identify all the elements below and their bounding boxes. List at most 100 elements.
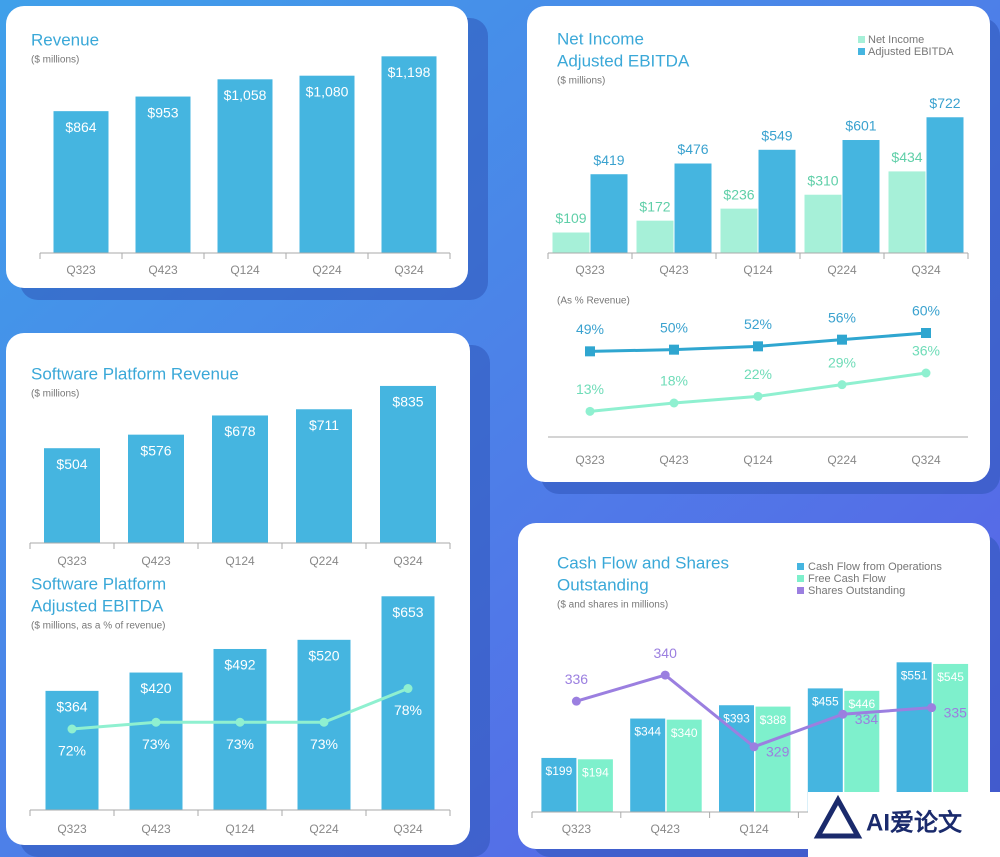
marker — [838, 709, 848, 719]
value-label: 18% — [660, 373, 688, 389]
legend-swatch — [797, 587, 804, 594]
value-label: $172 — [639, 198, 670, 214]
bar — [807, 688, 843, 812]
bar — [212, 415, 268, 543]
chart-title: Software Platform Revenue — [31, 364, 239, 383]
value-label: 56% — [828, 309, 856, 325]
subtitle: ($ millions) — [557, 76, 605, 87]
subtitle: (As % Revenue) — [557, 296, 630, 307]
marker — [585, 346, 595, 357]
x-tick-label: Q423 — [651, 822, 681, 836]
chart-title: Adjusted EBITDA — [557, 51, 690, 70]
value-label: $344 — [634, 725, 661, 739]
bar — [577, 759, 613, 812]
bar — [666, 719, 702, 812]
marker — [571, 696, 581, 706]
chart-title: Net Income — [557, 29, 644, 48]
marker — [837, 380, 847, 390]
bar — [53, 111, 109, 253]
bar — [381, 596, 435, 810]
value-label: 340 — [654, 645, 678, 661]
bar — [217, 79, 273, 253]
x-tick-label: Q224 — [827, 263, 857, 277]
x-tick-label: Q124 — [739, 822, 769, 836]
value-label: 73% — [142, 736, 170, 752]
value-label: 13% — [576, 381, 604, 397]
x-tick-label: Q324 — [394, 263, 424, 277]
marker — [669, 344, 679, 355]
bar — [755, 706, 791, 812]
bar — [135, 96, 191, 253]
subtitle: ($ millions) — [31, 389, 79, 400]
value-label: $1,198 — [388, 64, 431, 80]
x-tick-label: Q224 — [309, 822, 339, 836]
value-label: 52% — [744, 316, 772, 332]
x-tick-label: Q323 — [66, 263, 96, 277]
value-label: $545 — [937, 670, 964, 684]
bar — [44, 448, 100, 543]
value-label: 49% — [576, 321, 604, 337]
x-tick-label: Q224 — [312, 263, 342, 277]
value-label: $236 — [723, 186, 754, 202]
legend-swatch — [858, 48, 865, 55]
x-tick-label: Q324 — [393, 822, 423, 836]
value-label: $1,058 — [224, 87, 267, 103]
watermark-logo — [813, 794, 863, 839]
legend-swatch — [797, 563, 804, 570]
subtitle: ($ millions, as a % of revenue) — [31, 621, 166, 632]
chart-title: Software Platform — [31, 574, 166, 593]
x-tick-label: Q124 — [225, 554, 255, 568]
value-label: 78% — [394, 702, 422, 718]
value-label: $953 — [147, 104, 178, 120]
marker — [669, 398, 679, 408]
x-tick-label: Q323 — [57, 554, 87, 568]
value-label: $420 — [140, 680, 171, 696]
bar — [758, 149, 796, 253]
bar — [842, 140, 880, 253]
chart-title: Revenue — [31, 30, 99, 49]
bar — [299, 75, 355, 253]
bar — [296, 409, 352, 543]
legend-label: Shares Outstanding — [808, 585, 905, 597]
x-tick-label: Q324 — [911, 263, 941, 277]
bar — [926, 117, 964, 253]
subtitle: ($ and shares in millions) — [557, 600, 668, 611]
marker — [927, 703, 937, 713]
value-label: $109 — [555, 210, 586, 226]
marker — [319, 717, 329, 727]
value-label: 73% — [226, 736, 254, 752]
value-label: $835 — [392, 394, 423, 410]
x-tick-label: Q423 — [659, 263, 689, 277]
value-label: 329 — [766, 744, 790, 760]
bar — [213, 648, 267, 810]
chart-title: Adjusted EBITDA — [31, 596, 164, 615]
legend-label: Net Income — [868, 34, 924, 46]
marker — [235, 717, 245, 727]
x-tick-label: Q323 — [57, 822, 87, 836]
value-label: $340 — [671, 726, 698, 740]
value-label: 50% — [660, 319, 688, 335]
x-tick-label: Q324 — [911, 453, 941, 467]
value-label: $864 — [65, 119, 96, 135]
value-label: 335 — [944, 704, 968, 720]
marker — [921, 368, 931, 378]
value-label: $388 — [760, 713, 787, 727]
x-tick-label: Q124 — [743, 263, 773, 277]
bar — [636, 220, 674, 253]
chart-title: Outstanding — [557, 575, 649, 594]
value-label: $476 — [677, 141, 708, 157]
legend-label: Free Cash Flow — [808, 573, 886, 585]
value-label: $711 — [309, 417, 339, 433]
marker — [753, 391, 763, 401]
value-label: $419 — [593, 152, 624, 168]
marker — [921, 328, 931, 338]
x-tick-label: Q323 — [575, 453, 605, 467]
marker — [67, 724, 77, 734]
legend-swatch — [858, 36, 865, 43]
value-label: $551 — [901, 668, 928, 682]
watermark: AI爱论文 — [808, 792, 1000, 857]
bar — [888, 171, 926, 253]
value-label: $722 — [929, 95, 960, 111]
value-label: $678 — [224, 423, 255, 439]
